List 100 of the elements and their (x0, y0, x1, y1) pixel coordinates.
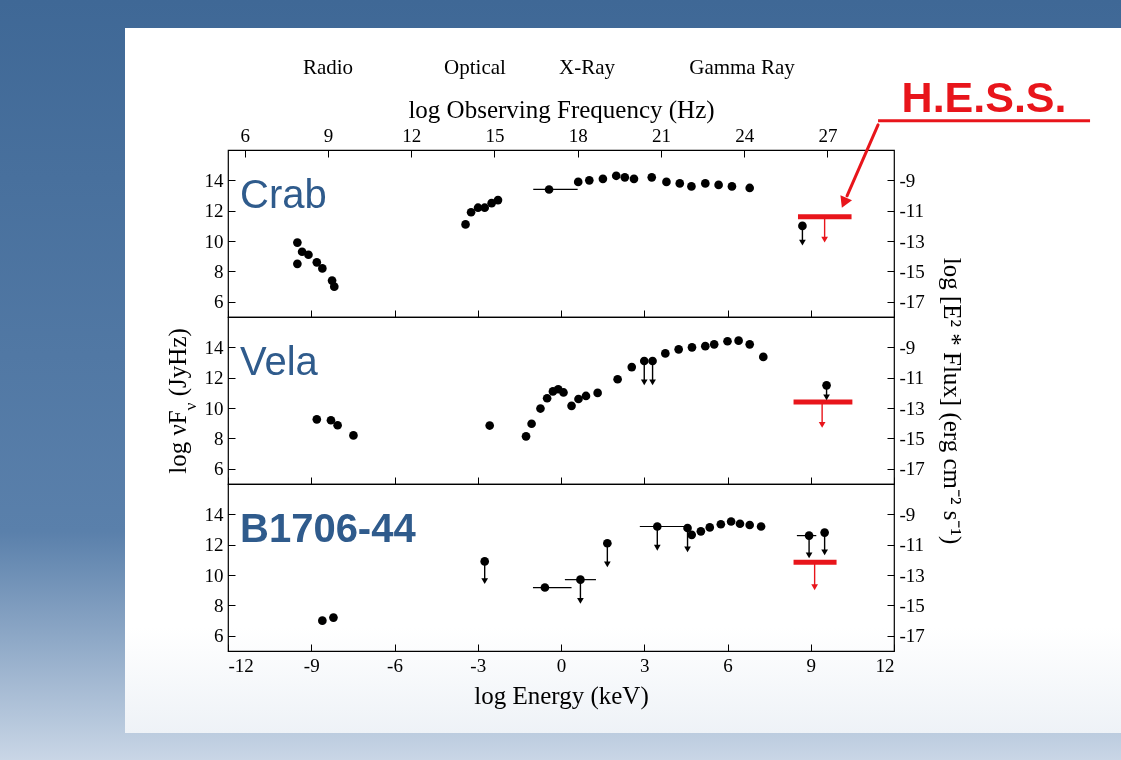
text: Optical (444, 55, 507, 79)
x-tick-label: -6 (387, 654, 403, 676)
y2-tick-label: -17 (899, 291, 925, 313)
point (627, 362, 637, 372)
x2-tick-label: 12 (402, 124, 422, 146)
y-tick-label: 6 (214, 291, 224, 313)
point (581, 391, 591, 401)
point (756, 522, 766, 531)
point (536, 404, 545, 413)
point (603, 538, 612, 548)
y-tick-label: 10 (204, 397, 224, 419)
x2-tick-label: 15 (485, 124, 505, 146)
point (727, 182, 737, 191)
point (593, 388, 602, 398)
point (723, 336, 732, 346)
point (758, 352, 768, 362)
y2-tick-label: -15 (899, 427, 925, 449)
point (700, 179, 710, 188)
y2-axis-title: log [E² * Flux] (erg cm⁻² s⁻¹) (937, 257, 966, 545)
x2-tick-label: 27 (818, 124, 838, 146)
point (714, 180, 723, 190)
annotation: H.E.S.S. (901, 72, 1067, 121)
y2-tick-label: -13 (899, 397, 925, 419)
y-tick-label: 12 (204, 200, 224, 222)
point (687, 182, 696, 191)
point (318, 264, 327, 273)
y-tick-label: 12 (204, 367, 224, 389)
point (559, 388, 568, 397)
point (798, 221, 807, 231)
y2-tick-label: -9 (899, 503, 916, 525)
text: Crab (240, 172, 327, 216)
y-tick-label: 12 (204, 534, 224, 556)
y-tick-label: 8 (214, 260, 224, 282)
x2-tick-label: 9 (323, 124, 334, 146)
point (745, 520, 755, 530)
point (480, 557, 490, 566)
x2-tick-label: 6 (240, 124, 250, 146)
y2-tick-label: -11 (899, 200, 925, 222)
point (822, 381, 831, 390)
point (661, 349, 670, 358)
text: X-Ray (559, 55, 616, 79)
point (480, 203, 490, 213)
point (573, 177, 583, 187)
point (662, 177, 671, 187)
y2-tick-label: -9 (899, 169, 916, 191)
x-tick-label: 3 (640, 654, 650, 676)
x-tick-label: -9 (303, 654, 320, 676)
x-tick-label: 12 (875, 654, 895, 676)
point (329, 613, 338, 622)
point (629, 174, 639, 184)
y-tick-label: 14 (204, 169, 224, 191)
point (521, 432, 531, 441)
point (527, 419, 536, 429)
point (349, 431, 358, 440)
point (598, 174, 608, 184)
point (297, 247, 307, 257)
y-tick-label: 6 (214, 625, 224, 647)
point (312, 258, 322, 267)
point (485, 421, 495, 430)
y-tick-label: 14 (204, 503, 224, 525)
point (705, 523, 715, 532)
x-tick-label: 0 (556, 654, 567, 676)
point (567, 401, 576, 411)
y2-tick-label: -11 (899, 534, 925, 556)
point (611, 171, 621, 181)
point (304, 250, 313, 260)
x2-tick-label: 24 (735, 124, 755, 146)
point (726, 517, 736, 526)
text: Vela (240, 339, 319, 383)
point (696, 527, 706, 536)
text: Gamma Ray (689, 55, 796, 79)
point (734, 336, 743, 346)
y2-tick-label: -9 (899, 336, 916, 358)
y-tick-label: 10 (204, 564, 224, 586)
point (461, 220, 470, 229)
x2-tick-label: 18 (568, 124, 588, 146)
point (493, 195, 503, 205)
point (542, 393, 552, 403)
x2-tick-label: 21 (651, 124, 671, 146)
point (333, 420, 342, 430)
point (312, 415, 322, 424)
y-tick-label: 8 (214, 594, 224, 616)
y2-tick-label: -15 (899, 260, 925, 282)
point (674, 345, 683, 354)
point (820, 528, 829, 537)
y-tick-label: 6 (214, 458, 224, 480)
text: Radio (302, 55, 354, 79)
point (675, 179, 685, 188)
x-tick-label: 9 (806, 654, 816, 676)
y-tick-label: 10 (204, 230, 224, 252)
point (620, 173, 630, 182)
point (709, 340, 719, 349)
point (329, 282, 339, 291)
point (687, 530, 697, 540)
point (648, 356, 657, 366)
x-axis-title: log Energy (keV) (474, 681, 649, 710)
point (735, 519, 745, 529)
x-tick-label: -3 (470, 654, 487, 676)
point (745, 340, 755, 349)
y2-tick-label: -11 (899, 367, 925, 389)
